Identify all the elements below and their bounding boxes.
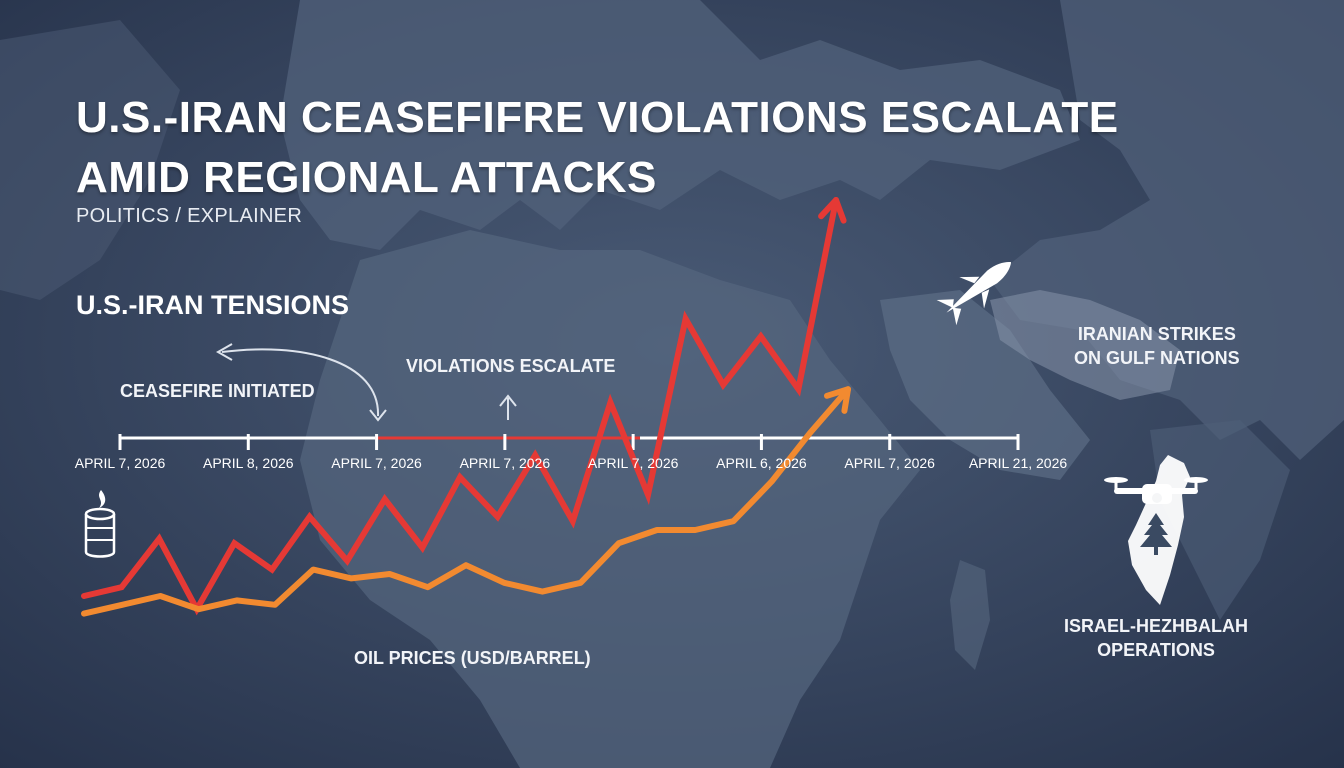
category-breadcrumb: POLITICS / EXPLAINER bbox=[76, 205, 303, 227]
iranian-strikes-line-2: ON GULF NATIONS bbox=[1074, 348, 1240, 368]
israel-hezbollah-line-1: ISRAEL-HEZHBALAH bbox=[1064, 616, 1248, 636]
page-title-line-1: U.S.-IRAN CEASEFIFRE VIOLATIONS ESCALATE bbox=[76, 93, 1119, 142]
ceasefire-arrowhead-down bbox=[369, 409, 387, 422]
violations-series-line bbox=[81, 197, 839, 616]
timeline-tick-label: APRIL 6, 2026 bbox=[716, 455, 807, 471]
oil-barrel-fire-icon bbox=[84, 490, 116, 558]
arabia-landmass bbox=[880, 290, 1090, 480]
violations-arrowhead bbox=[818, 197, 847, 224]
iranian-strikes-annotation: IRANIAN STRIKES ON GULF NATIONS bbox=[1074, 322, 1240, 370]
missile-icon bbox=[936, 262, 1012, 326]
timeline-tick-label: APRIL 7, 2026 bbox=[74, 455, 166, 471]
asia-landmass bbox=[990, 0, 1344, 460]
lebanon-map-cedar-icon bbox=[1128, 455, 1190, 605]
page-title-line-2: AMID REGIONAL ATTACKS bbox=[76, 153, 657, 202]
iranian-strikes-line-1: IRANIAN STRIKES bbox=[1077, 324, 1236, 344]
oil-prices-label: OIL PRICES (USD/BARREL) bbox=[354, 648, 591, 668]
europe-landmass bbox=[280, 0, 1080, 250]
ceasefire-annotation: CEASEFIRE INITIATED bbox=[120, 381, 315, 401]
madagascar-landmass bbox=[950, 560, 990, 670]
oil-prices-arrowhead bbox=[824, 386, 851, 414]
africa-landmass bbox=[300, 230, 920, 768]
ceasefire-curved-arrow bbox=[221, 348, 380, 417]
oil-prices-series-line bbox=[81, 386, 851, 617]
timeline-tick-label: APRIL 7, 2026 bbox=[331, 455, 422, 471]
timeline-tick-label: APRIL 21, 2026 bbox=[968, 455, 1068, 471]
ceasefire-arrowhead-left bbox=[215, 343, 233, 361]
section-title: U.S.-IRAN TENSIONS bbox=[76, 290, 350, 320]
page-title: U.S.-IRAN CEASEFIFRE VIOLATIONS ESCALATE… bbox=[76, 88, 1119, 208]
violations-annotation: VIOLATIONS ESCALATE bbox=[406, 356, 616, 376]
timeline-tick-label: APRIL 7, 2026 bbox=[844, 455, 935, 471]
timeline-axis bbox=[118, 434, 1020, 450]
timeline-tick-label: APRIL 7, 2026 bbox=[587, 455, 679, 471]
israel-hezbollah-line-2: OPERATIONS bbox=[1097, 640, 1215, 660]
americas-edge bbox=[0, 20, 180, 300]
timeline-tick-label: APRIL 8, 2026 bbox=[203, 455, 294, 471]
violations-up-arrow bbox=[499, 394, 517, 420]
timeline-tick-label: APRIL 7, 2026 bbox=[459, 455, 551, 471]
iran-highlight bbox=[990, 290, 1180, 400]
israel-hezbollah-annotation: ISRAEL-HEZHBALAH OPERATIONS bbox=[1064, 614, 1248, 662]
